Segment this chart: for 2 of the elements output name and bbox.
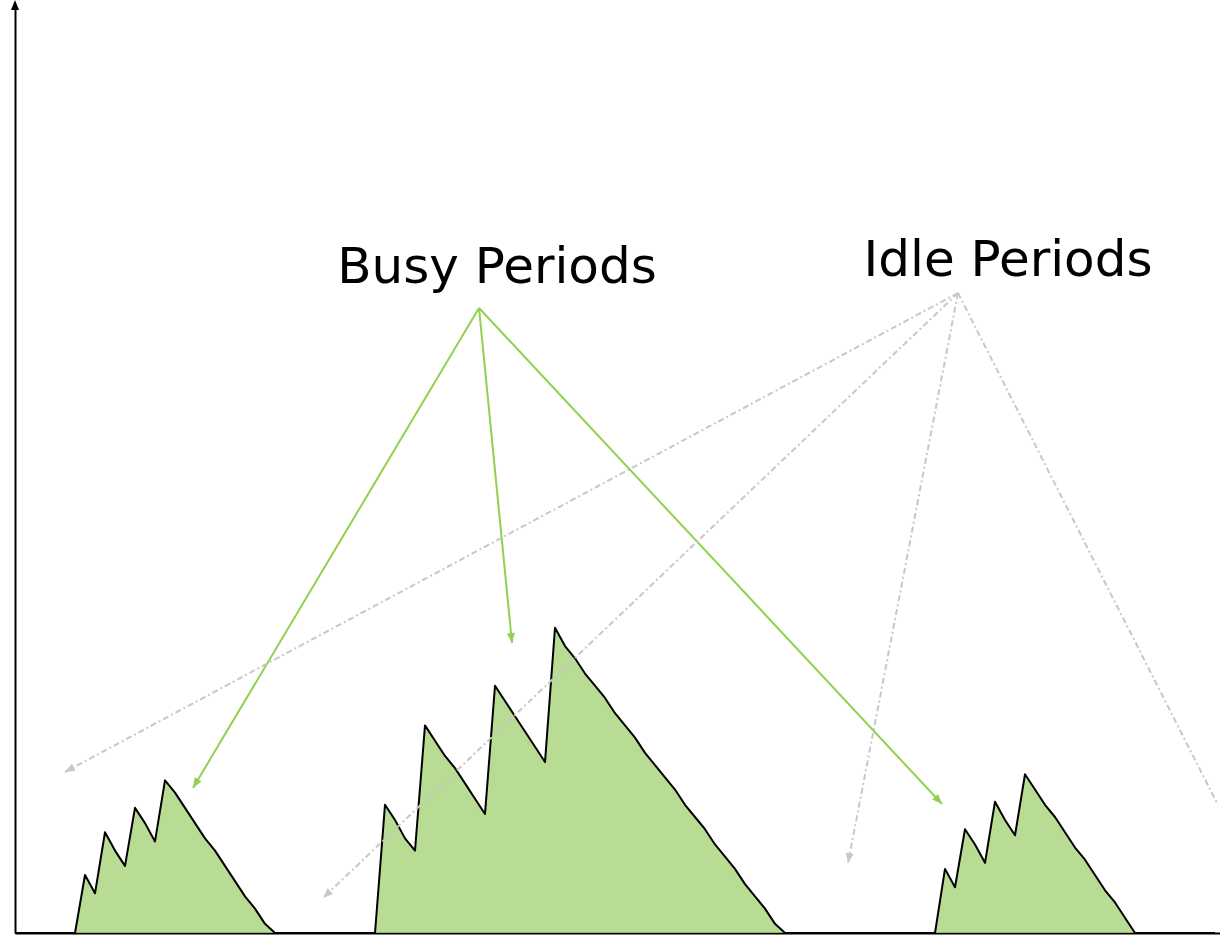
text: Busy Periods bbox=[337, 237, 657, 295]
text: Idle Periods bbox=[863, 230, 1153, 288]
